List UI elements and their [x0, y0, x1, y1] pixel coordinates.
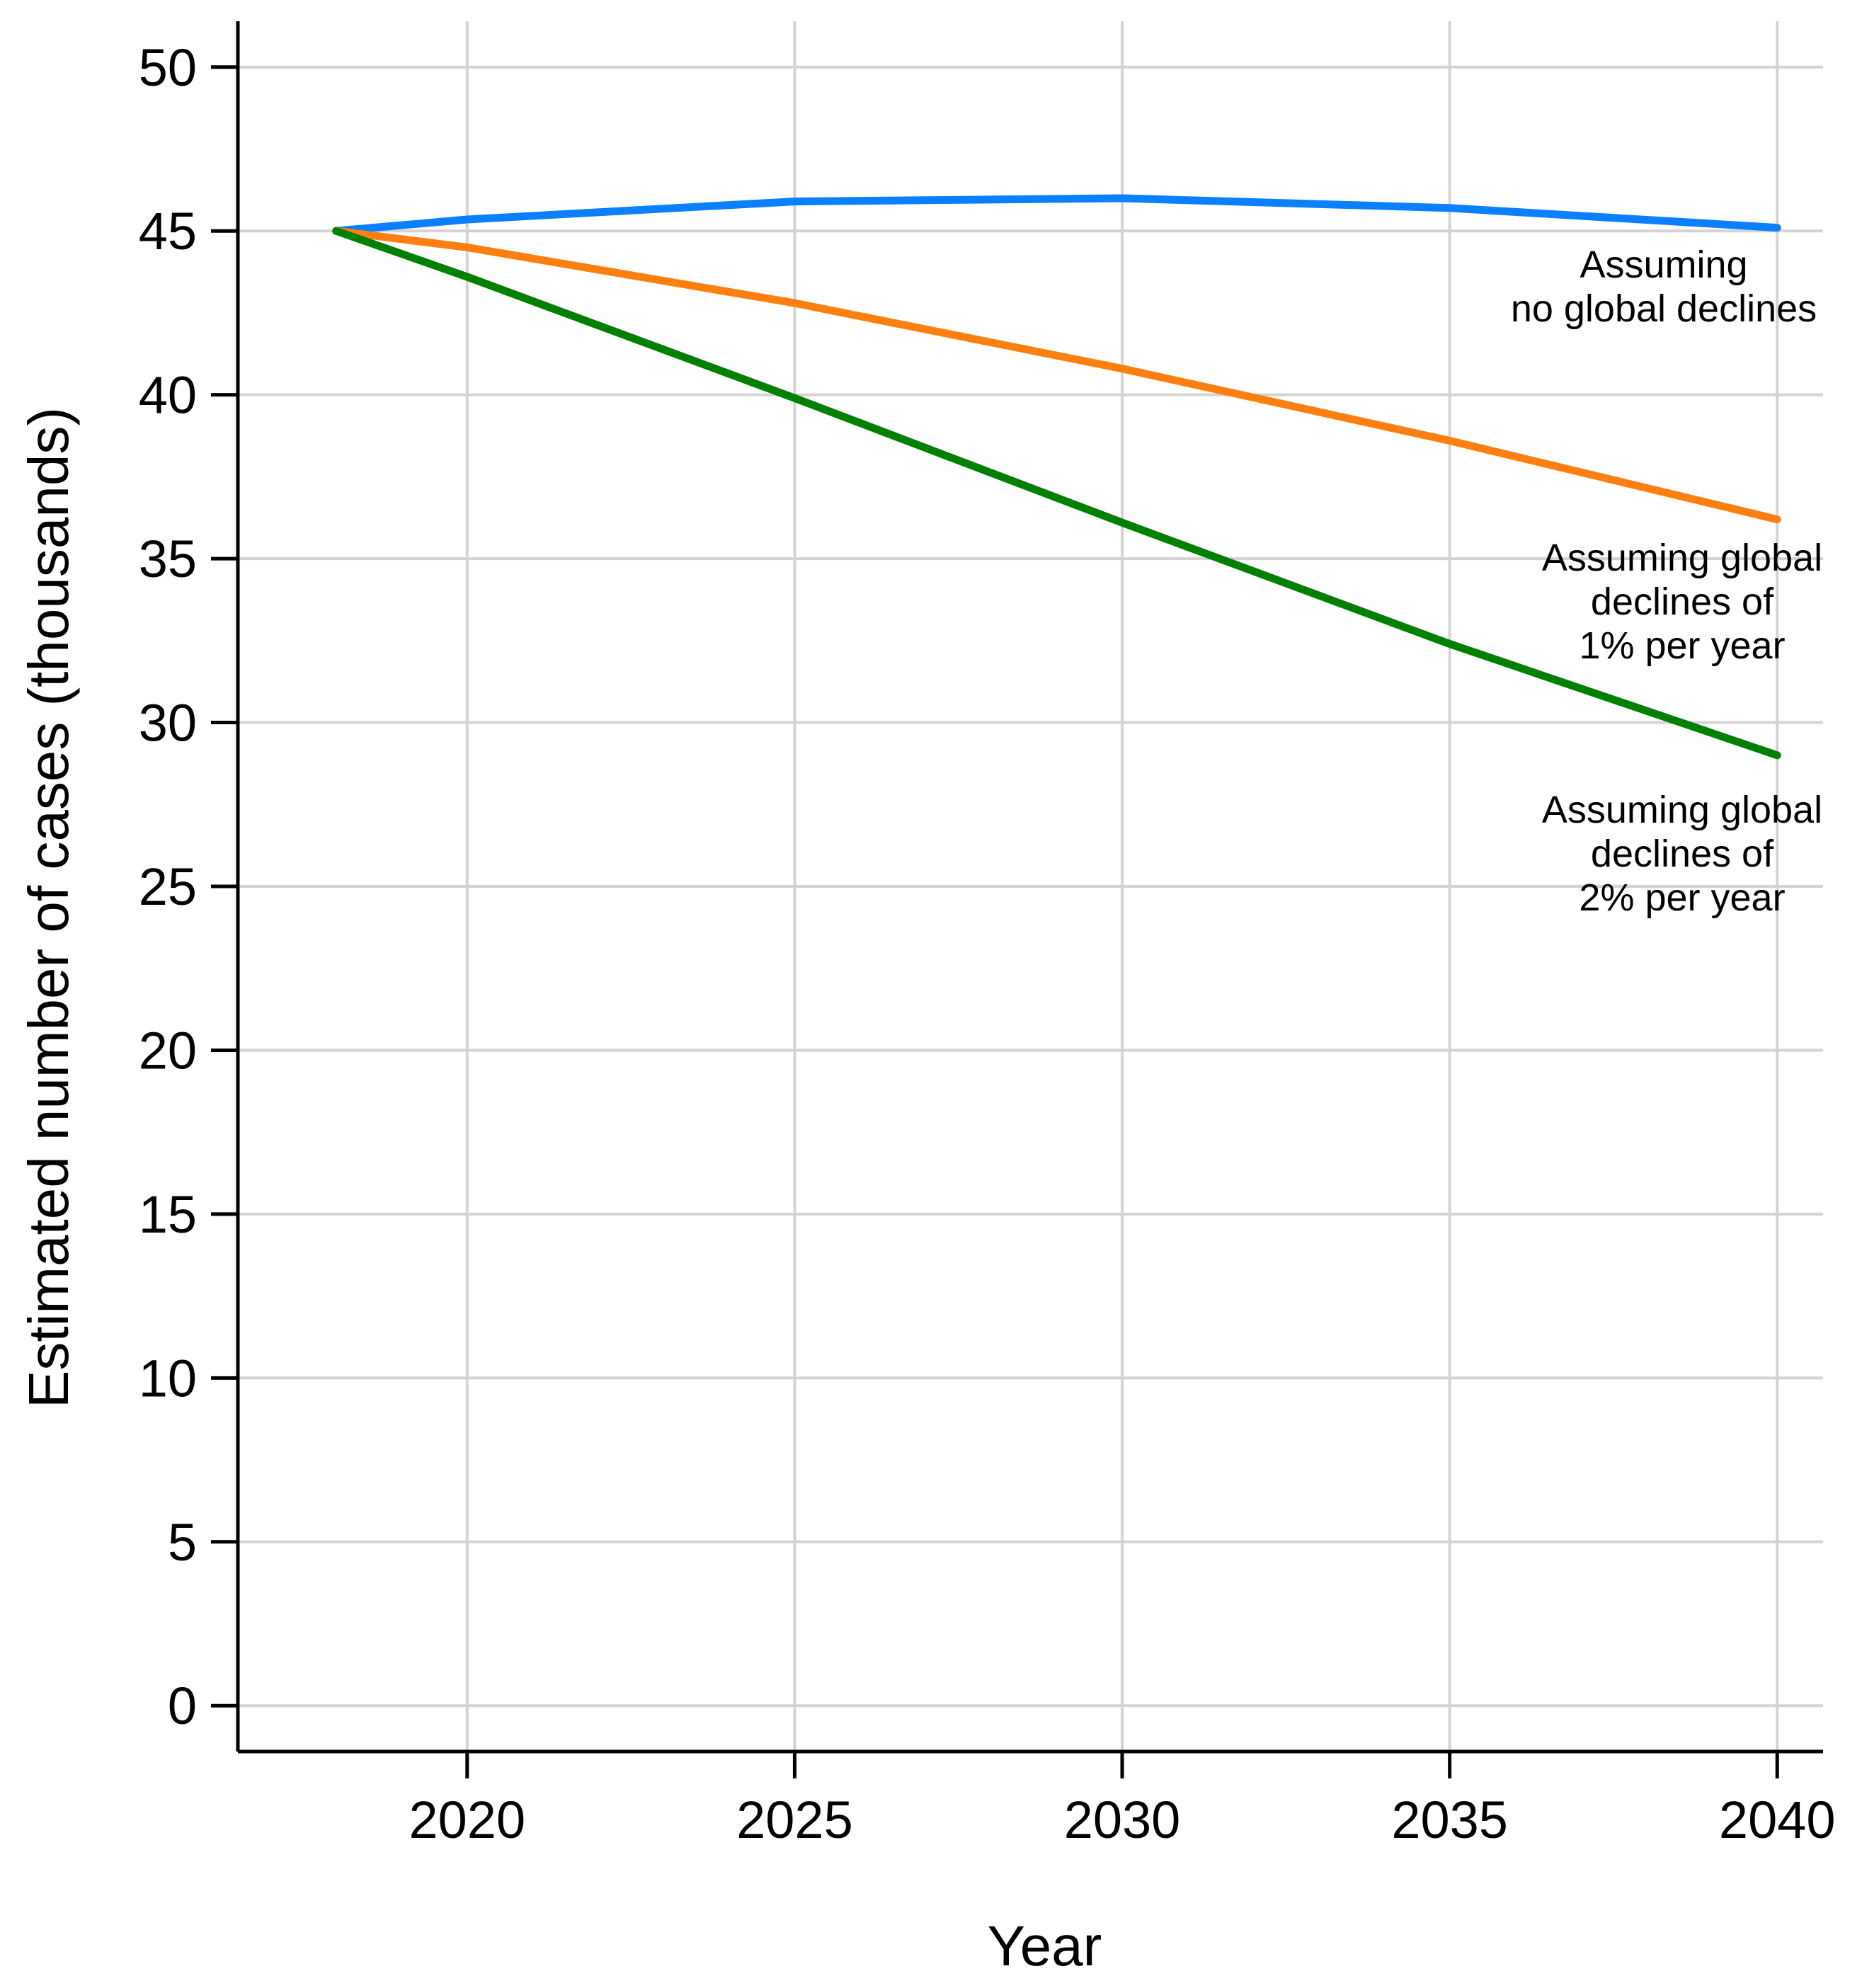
- annotation-line: no global declines: [1511, 287, 1817, 330]
- y-tick-label: 35: [139, 530, 197, 588]
- series-line-2: [332, 227, 1781, 524]
- series-annotation-2: Assuming global declines of 1% per year: [1542, 537, 1822, 667]
- series-annotation-1: Assuming no global declines: [1511, 244, 1817, 330]
- annotation-line: declines of: [1591, 581, 1774, 623]
- x-tick-label: 2025: [736, 1790, 853, 1849]
- annotation-line: 2% per year: [1579, 876, 1785, 919]
- y-tick-label: 50: [139, 38, 197, 97]
- series-lines: [332, 194, 1781, 760]
- y-tick-label: 15: [139, 1185, 197, 1244]
- series-annotation-3: Assuming global declines of 2% per year: [1542, 789, 1822, 919]
- x-tick-label: 2030: [1064, 1790, 1181, 1849]
- y-axis-title: Estimated number of cases (thousands): [17, 407, 80, 1408]
- series-line-1: [332, 194, 1781, 235]
- y-tick-label: 0: [168, 1676, 197, 1735]
- x-tick-label: 2020: [409, 1790, 526, 1849]
- y-tick-label: 45: [139, 202, 197, 261]
- annotation-line: Assuming global: [1542, 537, 1822, 579]
- y-tick-label: 25: [139, 857, 197, 916]
- x-axis-title: Year: [988, 1914, 1102, 1977]
- x-tick-label: 2035: [1391, 1790, 1508, 1849]
- series-annotations: Assuming no global declines Assuming globa…: [1511, 244, 1822, 919]
- annotation-line: Assuming global: [1542, 789, 1822, 831]
- annotation-line: Assuming: [1580, 244, 1747, 286]
- x-tick-label: 2040: [1719, 1790, 1836, 1849]
- y-tick-label: 30: [139, 694, 197, 753]
- annotation-line: 1% per year: [1579, 624, 1785, 667]
- grid-lines: [238, 21, 1823, 1752]
- y-tick-label: 20: [139, 1021, 197, 1080]
- y-tick-label: 5: [168, 1513, 197, 1572]
- y-tick-label: 40: [139, 366, 197, 425]
- annotation-line: declines of: [1591, 833, 1774, 875]
- series-line-3: [332, 227, 1781, 760]
- y-tick-label: 10: [139, 1349, 197, 1407]
